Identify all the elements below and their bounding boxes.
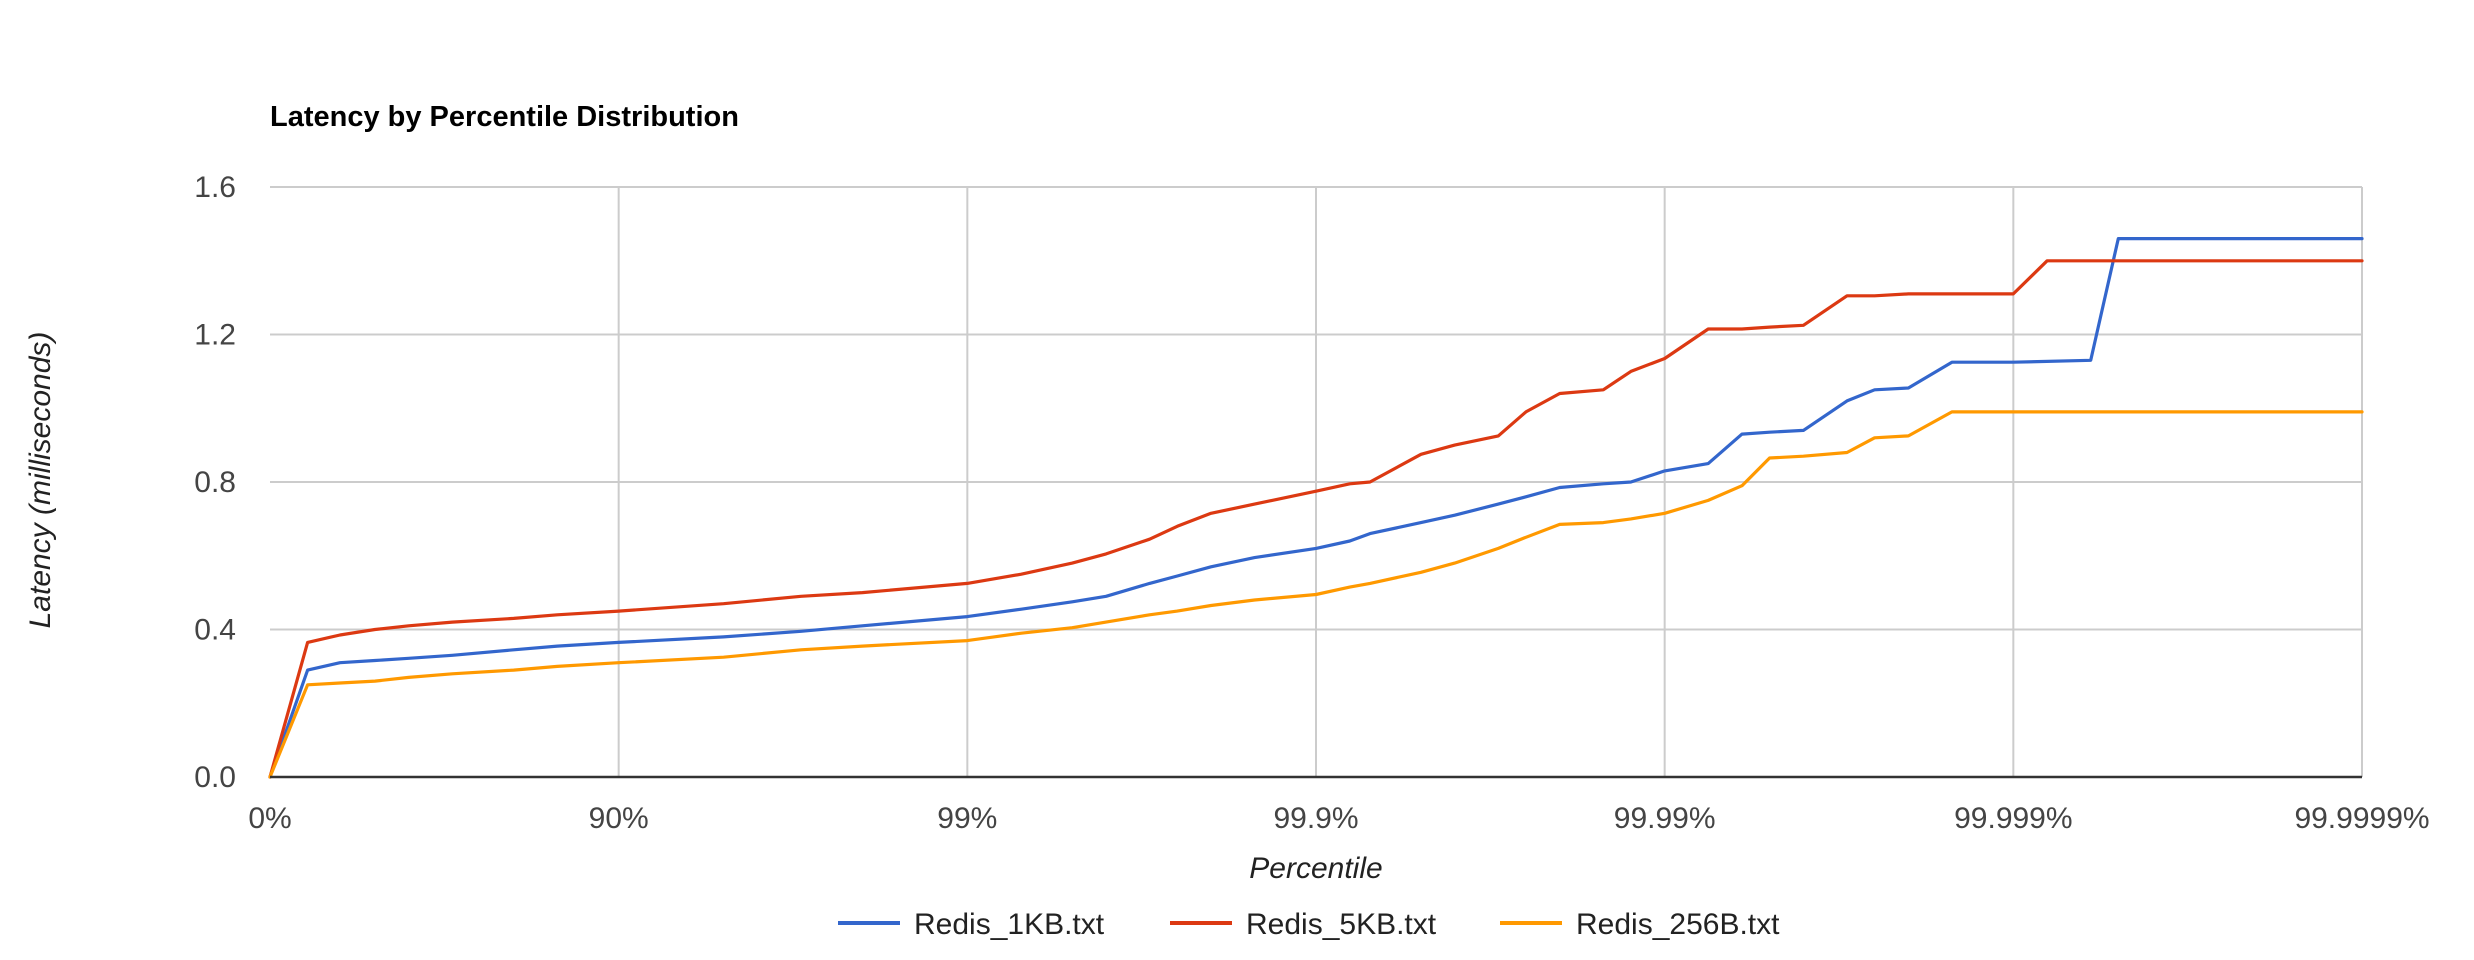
x-tick-label: 0% [248, 802, 291, 835]
chart-title: Latency by Percentile Distribution [270, 101, 739, 133]
y-axis-title: Latency (milliseconds) [24, 332, 57, 629]
legend-label: Redis_1KB.txt [914, 908, 1105, 941]
legend-item-redis-5kb-txt[interactable]: Redis_5KB.txt [1170, 908, 1437, 941]
legend-label: Redis_5KB.txt [1246, 908, 1437, 941]
x-tick-label: 99.9% [1273, 802, 1358, 835]
legend-item-redis-256b-txt[interactable]: Redis_256B.txt [1500, 908, 1780, 941]
x-tick-label: 99.999% [1954, 802, 2072, 835]
x-tick-label: 99% [937, 802, 997, 835]
x-axis-title: Percentile [1249, 852, 1382, 885]
series-line-redis-256b-txt [268, 410, 2364, 779]
x-tick-label: 99.9999% [2294, 802, 2429, 835]
x-tick-label: 90% [589, 802, 649, 835]
y-tick-label: 1.2 [194, 319, 236, 352]
legend: Redis_1KB.txt Redis_5KB.txt Redis_256B.txt [838, 908, 1780, 941]
y-tick-label: 0.8 [194, 466, 236, 499]
series-lines [268, 237, 2364, 779]
tick-labels: 0% 90% 99% 99.9% 99.99% 99.999% 99.9999% 0.0 0.4… [194, 171, 2429, 835]
legend-label: Redis_256B.txt [1576, 908, 1780, 941]
x-tick-label: 99.99% [1614, 802, 1716, 835]
y-tick-label: 1.6 [194, 171, 236, 204]
legend-item-redis-1kb-txt[interactable]: Redis_1KB.txt [838, 908, 1105, 941]
y-tick-label: 0.0 [194, 761, 236, 794]
series-line-redis-5kb-txt [268, 259, 2364, 779]
grid-lines [270, 186, 2363, 777]
y-tick-label: 0.4 [194, 614, 236, 647]
series-line-redis-1kb-txt [268, 237, 2364, 779]
